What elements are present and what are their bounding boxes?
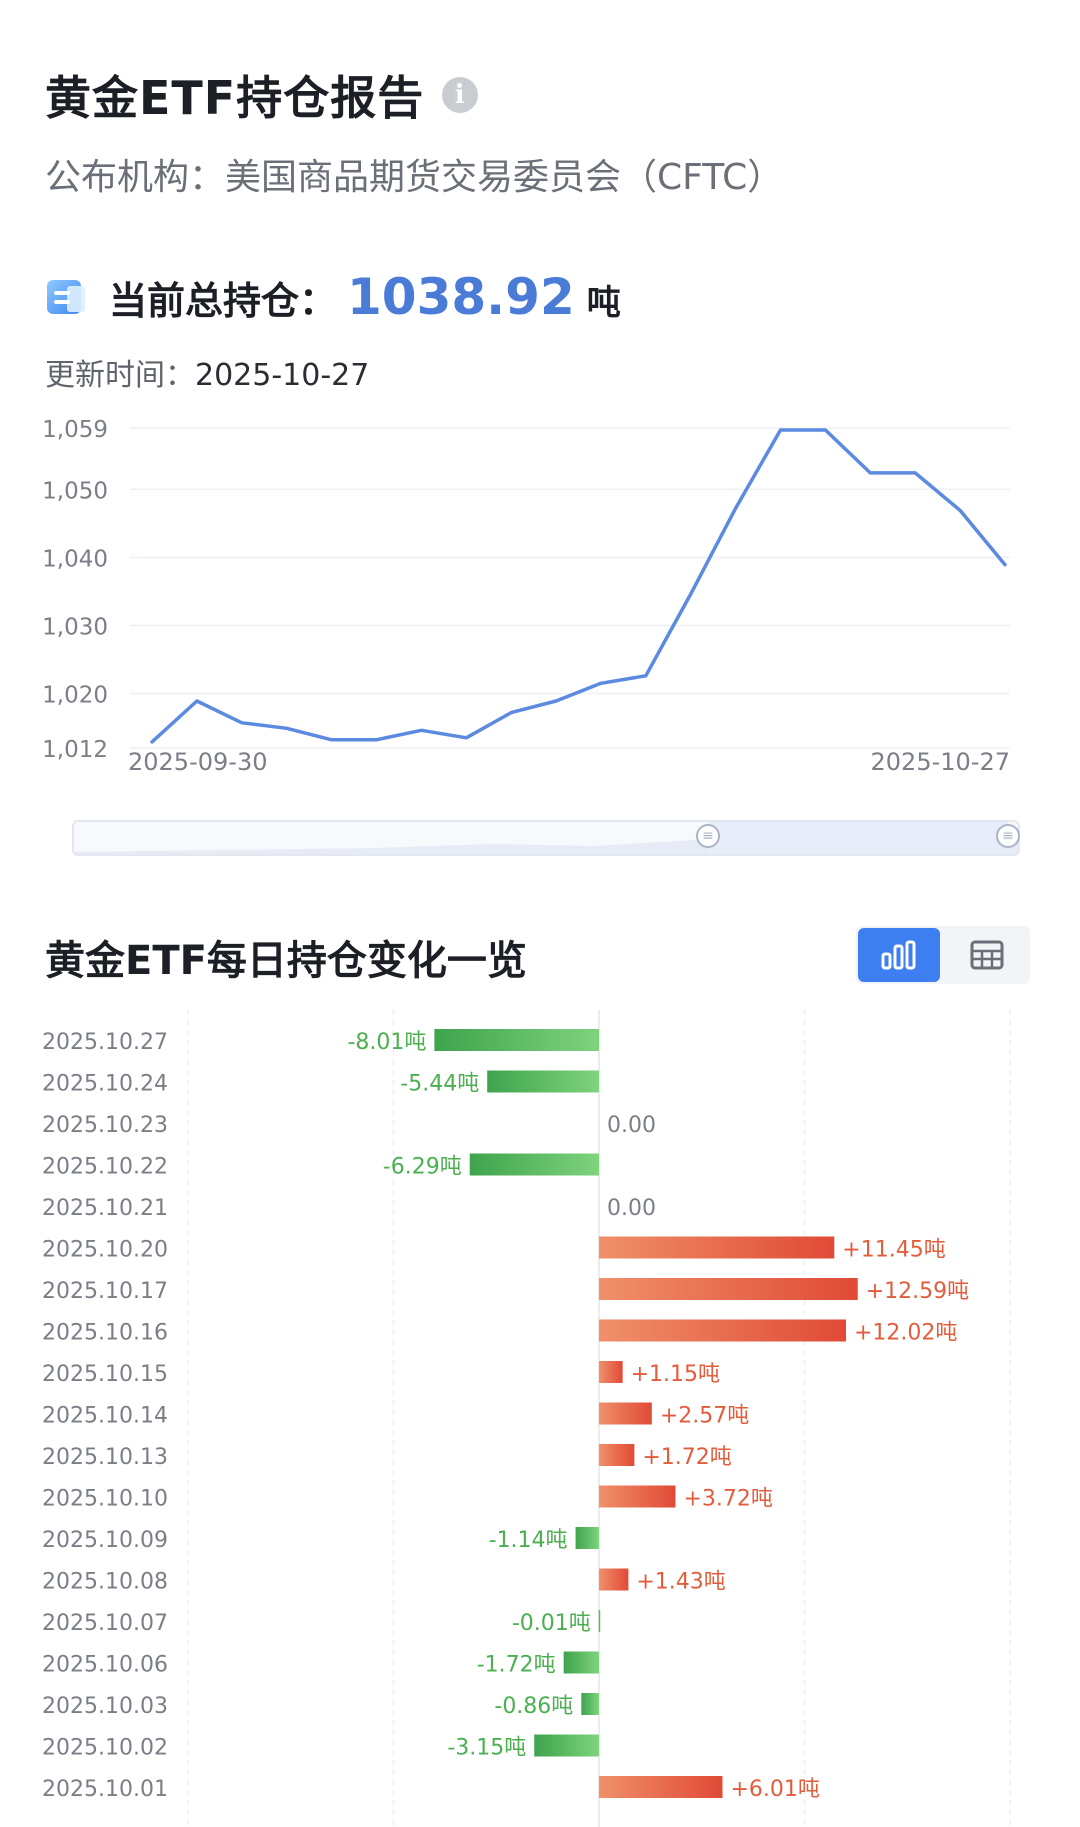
bar-category-label: 2025.10.03 <box>42 1694 168 1719</box>
bar-increase[interactable] <box>599 1319 847 1342</box>
bar-decrease[interactable] <box>581 1693 599 1715</box>
bar-category-label: 2025.10.23 <box>42 1113 168 1138</box>
holdings-unit: 吨 <box>586 283 621 323</box>
page-title: 黄金ETF持仓报告 i <box>45 62 479 128</box>
bar-value-label: -0.01吨 <box>512 1611 591 1636</box>
bar-category-label: 2025.10.24 <box>42 1072 168 1097</box>
bar-value-label: -5.44吨 <box>400 1072 479 1097</box>
bar-decrease[interactable] <box>434 1029 599 1051</box>
bar-decrease[interactable] <box>598 1610 601 1632</box>
bar-value-label: +11.45吨 <box>842 1238 945 1263</box>
bar-category-label: 2025.10.21 <box>42 1196 168 1221</box>
bar-value-label: -8.01吨 <box>347 1030 426 1055</box>
bar-category-label: 2025.10.09 <box>42 1528 168 1553</box>
bar-decrease[interactable] <box>534 1734 599 1757</box>
bar-category-label: 2025.10.06 <box>42 1653 168 1678</box>
bar-category-label: 2025.10.02 <box>42 1736 168 1761</box>
update-time: 更新时间：2025-10-27 <box>45 350 369 394</box>
bar-value-label: -1.72吨 <box>477 1653 556 1678</box>
bar-value-label: +6.01吨 <box>731 1777 820 1802</box>
slider-selection[interactable] <box>708 822 1008 854</box>
table-view-button[interactable] <box>946 928 1028 982</box>
line-x-tick-end: 2025-10-27 <box>871 748 1010 776</box>
bar-value-label: 0.00 <box>607 1113 656 1138</box>
holdings-line <box>150 428 1007 744</box>
bar-category-label: 2025.10.14 <box>42 1404 168 1429</box>
bar-increase[interactable] <box>599 1402 652 1425</box>
bar-decrease[interactable] <box>487 1070 599 1093</box>
slider-handle-end[interactable]: ≡ <box>996 824 1020 848</box>
holdings-line-chart: 1,012 1,020 1,030 1,040 1,050 1,059 2025-09-30… <box>42 417 1010 776</box>
bar-category-label: 2025.10.16 <box>42 1321 168 1346</box>
bar-category-label: 2025.10.07 <box>42 1611 168 1636</box>
bar-category-label: 2025.10.27 <box>42 1030 168 1055</box>
bar-category-label: 2025.10.10 <box>42 1487 168 1512</box>
page-title-text: 黄金ETF持仓报告 <box>45 71 425 125</box>
bar-value-label: +12.59吨 <box>866 1279 969 1304</box>
line-y-tick-label: 1,030 <box>42 614 108 640</box>
update-date: 2025-10-27 <box>195 358 370 393</box>
bar-increase[interactable] <box>599 1361 623 1383</box>
info-icon[interactable]: i <box>442 77 479 113</box>
bar-increase[interactable] <box>599 1485 676 1508</box>
slider-handle-start[interactable]: ≡ <box>696 824 720 848</box>
holdings-label: 当前总持仓： <box>109 279 338 323</box>
holdings-value: 1038.92 <box>347 268 575 326</box>
bar-value-label: -1.14吨 <box>489 1528 568 1553</box>
ledger-icon <box>47 280 85 314</box>
bar-increase[interactable] <box>599 1444 635 1466</box>
bar-increase[interactable] <box>599 1568 629 1591</box>
bar-increase[interactable] <box>599 1236 835 1259</box>
line-x-tick-start: 2025-09-30 <box>128 748 267 776</box>
bar-category-label: 2025.10.22 <box>42 1155 168 1180</box>
bar-value-label: +1.72吨 <box>642 1445 731 1470</box>
bar-decrease[interactable] <box>469 1153 599 1176</box>
daily-change-title: 黄金ETF每日持仓变化一览 <box>45 938 527 984</box>
bar-decrease[interactable] <box>563 1651 599 1674</box>
table-icon <box>970 940 1004 970</box>
bar-value-label: +1.43吨 <box>636 1570 725 1595</box>
bar-value-label: -6.29吨 <box>383 1155 462 1180</box>
bar-increase[interactable] <box>599 1278 858 1300</box>
bar-chart-icon <box>881 940 916 970</box>
bar-value-label: +2.57吨 <box>660 1404 749 1429</box>
line-y-tick-label: 1,040 <box>42 546 108 572</box>
bar-value-label: -0.86吨 <box>494 1694 573 1719</box>
current-holdings: 当前总持仓： 1038.92 吨 <box>45 268 621 326</box>
bar-category-label: 2025.10.01 <box>42 1777 168 1802</box>
bar-value-label: -3.15吨 <box>447 1736 526 1761</box>
bar-increase[interactable] <box>599 1776 723 1798</box>
bar-category-label: 2025.10.13 <box>42 1445 168 1470</box>
daily-change-bar-chart: 2025.10.27 -8.01吨 2025.10.24 -5.44吨 2025.10.… <box>42 1010 1011 1827</box>
date-range-slider[interactable]: ≡ ≡ <box>72 820 1020 856</box>
bar-value-label: +1.15吨 <box>631 1362 720 1387</box>
update-label: 更新时间： <box>45 358 195 393</box>
line-y-tick-label: 1,012 <box>42 737 108 763</box>
bar-chart-view-button[interactable] <box>858 928 940 982</box>
line-y-tick-label: 1,050 <box>42 478 108 504</box>
bar-category-label: 2025.10.15 <box>42 1362 168 1387</box>
bar-decrease[interactable] <box>575 1527 599 1549</box>
line-y-tick-label: 1,059 <box>42 417 108 443</box>
bar-category-label: 2025.10.08 <box>42 1570 168 1595</box>
publisher-text: 公布机构：美国商品期货交易委员会（CFTC） <box>45 157 784 198</box>
line-y-tick-label: 1,020 <box>42 683 108 709</box>
bar-value-label: +3.72吨 <box>683 1487 772 1512</box>
bar-value-label: +12.02吨 <box>854 1321 957 1346</box>
bar-category-label: 2025.10.20 <box>42 1238 168 1263</box>
bar-category-label: 2025.10.17 <box>42 1279 168 1304</box>
view-toggle <box>856 926 1030 984</box>
bar-value-label: 0.00 <box>607 1196 656 1221</box>
